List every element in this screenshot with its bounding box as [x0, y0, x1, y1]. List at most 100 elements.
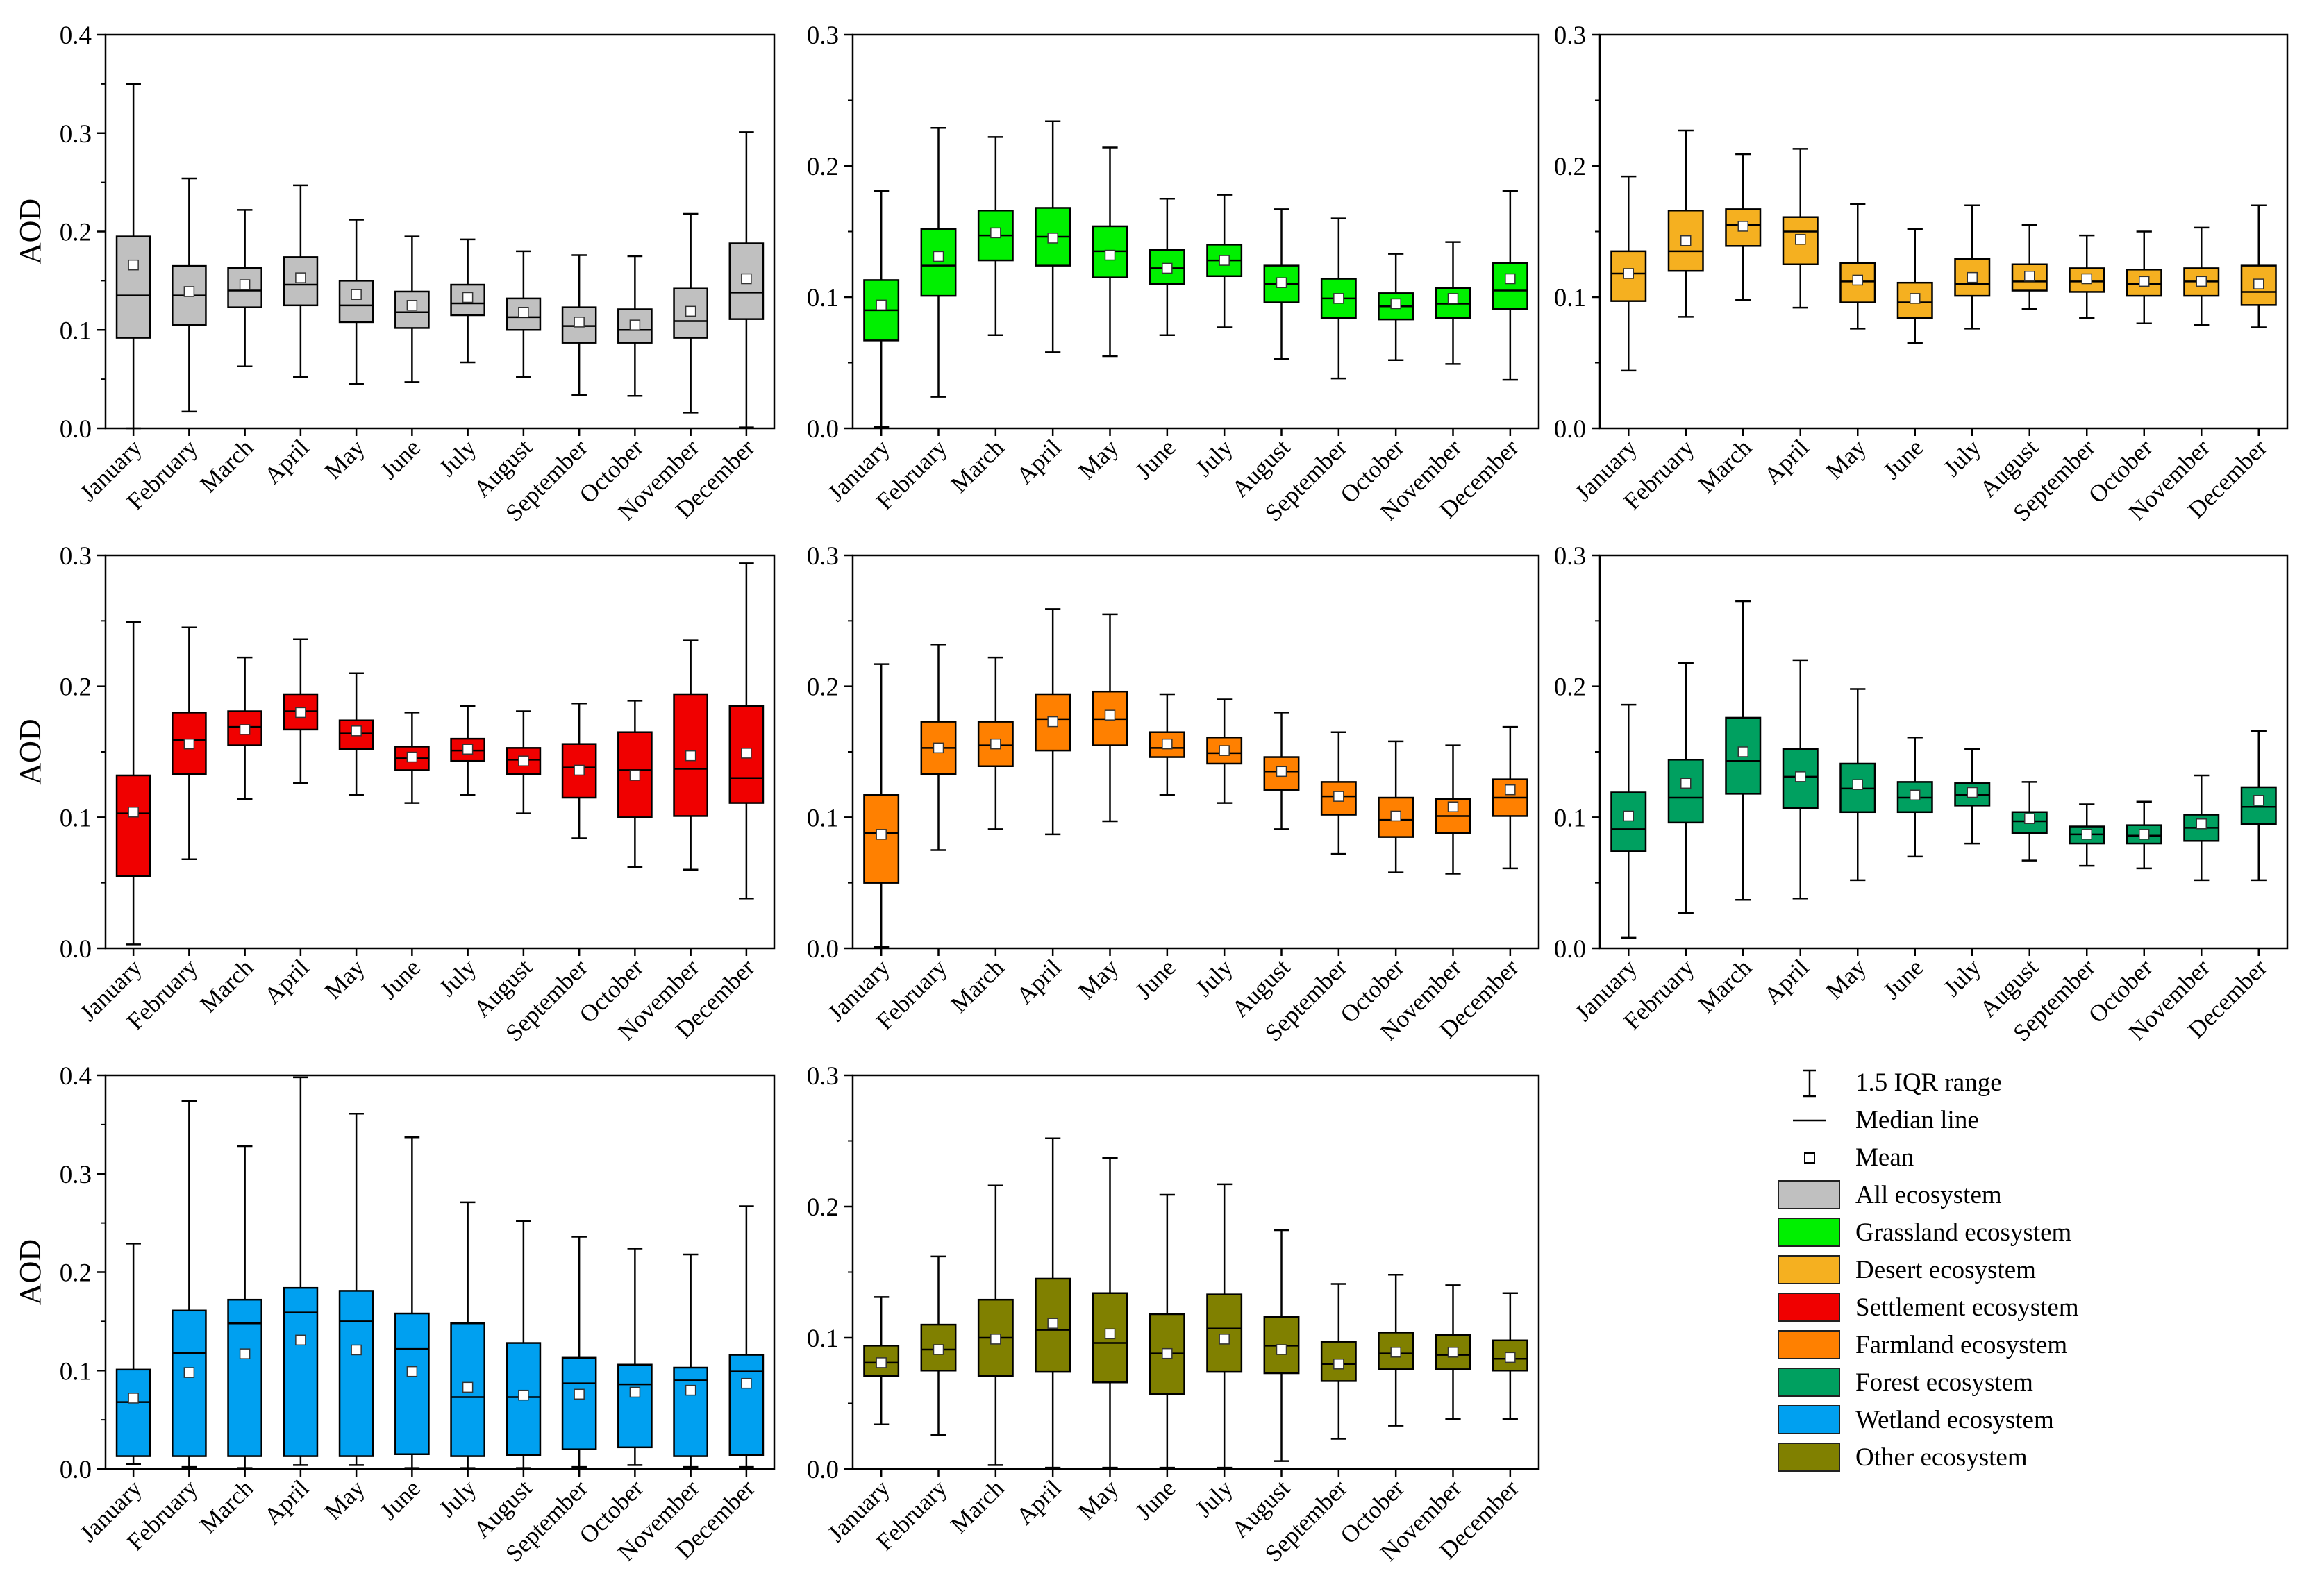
box-april — [283, 1076, 319, 1466]
mean-marker — [518, 1389, 529, 1401]
mean-marker — [295, 272, 306, 283]
box-april — [1035, 608, 1071, 836]
x-tick-label: July — [433, 434, 481, 482]
box-august — [506, 1220, 542, 1469]
mean-marker — [685, 750, 696, 762]
y-tick-label: 0.0 — [60, 935, 92, 964]
legend-swatch — [1778, 1180, 1840, 1209]
box-december — [728, 1205, 765, 1468]
box-february — [172, 177, 207, 413]
mean-marker — [876, 829, 887, 840]
mean-marker — [990, 738, 1001, 750]
box-october — [617, 1248, 653, 1466]
iqr-box — [920, 228, 957, 297]
x-tick-label: June — [1878, 434, 1928, 485]
y-tick-label: 0.3 — [1554, 22, 1586, 50]
plot-frame — [104, 33, 776, 430]
box-february — [172, 626, 207, 860]
y-tick-label: 0.0 — [1554, 415, 1586, 444]
mean-marker — [406, 1366, 418, 1377]
x-tick-label: June — [1878, 954, 1928, 1005]
box-september — [561, 254, 597, 396]
mean-marker — [1447, 1347, 1459, 1358]
mean-marker — [1505, 784, 1516, 796]
y-tick-label: 0.0 — [1554, 935, 1586, 964]
iqr-box — [115, 774, 151, 877]
mean-marker — [1104, 709, 1116, 721]
x-tick-label: June — [1130, 954, 1181, 1005]
y-tick-label: 0.3 — [807, 1062, 839, 1091]
box-july — [1206, 1183, 1243, 1469]
mean-marker — [295, 1334, 306, 1346]
y-tick-label: 0.2 — [1554, 153, 1586, 181]
y-tick-label: 0.3 — [60, 542, 92, 571]
box-june — [1896, 736, 1933, 858]
box-august — [1263, 712, 1300, 830]
iqr-box — [2126, 269, 2162, 297]
box-april — [283, 638, 319, 784]
y-tick-label: 0.1 — [807, 1325, 839, 1353]
iqr-box — [1492, 262, 1528, 310]
box-may — [1092, 1157, 1128, 1469]
box-may — [338, 1113, 374, 1466]
mean-marker — [2253, 795, 2264, 806]
box-october — [2126, 230, 2162, 325]
box-january — [115, 621, 151, 946]
x-tick-label: June — [1130, 1475, 1181, 1525]
x-tick-label: March — [945, 1475, 1010, 1539]
box-september — [561, 702, 597, 839]
mean-marker — [239, 724, 251, 735]
box-january — [1610, 175, 1647, 372]
box-november — [673, 639, 708, 871]
box-february — [920, 126, 957, 398]
y-tick-label: 0.2 — [60, 673, 92, 702]
mean-marker — [685, 305, 696, 317]
mean-marker — [1390, 1347, 1401, 1358]
y-tick-label: 0.1 — [807, 804, 839, 832]
legend-swatch — [1778, 1330, 1840, 1359]
box-december — [2240, 204, 2277, 328]
mean-marker — [1505, 273, 1516, 285]
box-july — [450, 705, 485, 796]
y-tick-label: 0.0 — [807, 415, 839, 444]
mean-marker — [351, 725, 362, 737]
box-april — [283, 184, 319, 378]
box-june — [1149, 693, 1185, 796]
box-may — [1839, 203, 1876, 330]
mean-marker — [741, 1377, 752, 1389]
mean-marker — [1162, 738, 1173, 750]
mean-marker — [1852, 274, 1863, 286]
mean-marker — [990, 227, 1001, 239]
box-may — [1092, 613, 1128, 823]
iqr-box — [1263, 756, 1300, 791]
mean-marker — [2196, 276, 2207, 287]
box-november — [673, 1253, 708, 1468]
box-november — [1435, 744, 1471, 875]
box-september — [2069, 234, 2105, 319]
x-tick-label: June — [375, 434, 426, 485]
box-may — [1839, 688, 1876, 882]
legend-row-ecosystem: Settlement ecosystem — [1778, 1291, 2278, 1325]
iqr-box — [728, 1354, 765, 1456]
mean-marker — [239, 279, 251, 290]
mean-marker — [462, 744, 474, 755]
box-july — [450, 238, 485, 364]
mean-marker — [1737, 221, 1748, 232]
box-october — [1378, 253, 1414, 361]
mean-marker — [183, 738, 195, 750]
iqr-box — [338, 719, 374, 750]
legend-label-iqr: 1.5 IQR range — [1855, 1068, 2002, 1097]
mean-marker — [1333, 293, 1344, 304]
mean-marker — [1104, 249, 1116, 261]
legend-row-ecosystem: Desert ecosystem — [1778, 1253, 2278, 1288]
box-june — [1896, 228, 1933, 344]
box-march — [977, 1184, 1014, 1466]
mean-marker — [1737, 746, 1748, 757]
x-tick-label: May — [319, 1475, 370, 1525]
mean-marker — [1390, 298, 1401, 310]
box-october — [617, 700, 653, 868]
y-tick-label: 0.2 — [1554, 673, 1586, 702]
y-tick-label: 0.4 — [60, 22, 92, 50]
